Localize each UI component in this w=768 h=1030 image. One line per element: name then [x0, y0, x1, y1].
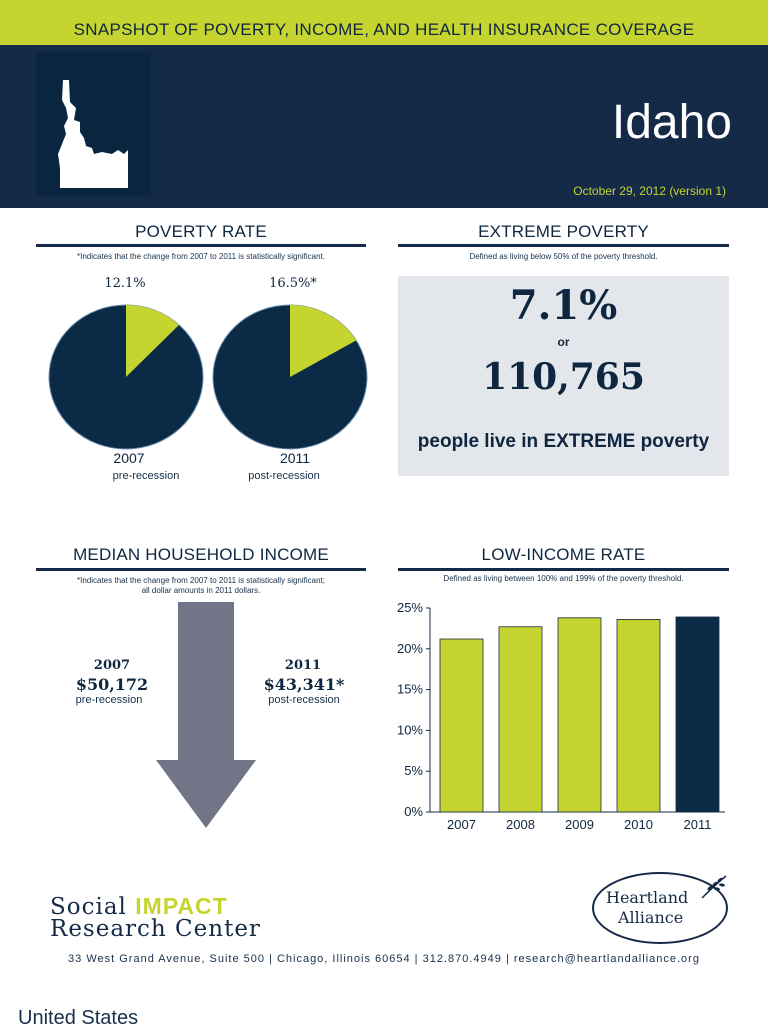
x-tick-label: 2011 [684, 817, 712, 832]
poverty-2011-year: 2011 [279, 450, 311, 466]
x-tick-label: 2009 [565, 817, 594, 832]
top-banner [0, 0, 768, 45]
partner-logo [592, 872, 728, 944]
poverty-2011-pct: 16.5%* [269, 276, 317, 291]
x-tick-label: 2010 [624, 817, 653, 832]
extreme-poverty-rule [398, 244, 729, 247]
income-2011-year: 2011 [284, 658, 322, 673]
org-name-impact: IMPACT [135, 893, 228, 919]
poverty-pie-2007 [48, 304, 204, 450]
income-2007-sub: pre-recession [75, 694, 143, 706]
low-income-chart: 0% 5% 10% 15% 20% 25% 2007 2008 2009 2010 2011 [397, 600, 725, 832]
idaho-map-icon [58, 80, 128, 188]
low-income-note: Defined as living between 100% and 199% … [443, 574, 684, 583]
median-income-note-2: all dollar amounts in 2011 dollars. [141, 586, 261, 595]
income-2011-value: $43,341* [263, 675, 345, 694]
poverty-2007-sub: pre-recession [112, 470, 180, 482]
median-income-rule [36, 568, 366, 571]
footer-country: United States [18, 1007, 139, 1029]
income-2007-year: 2007 [93, 658, 131, 673]
x-tick-label: 2008 [506, 817, 535, 832]
poverty-rate-rule [36, 244, 366, 247]
poverty-rate-title: POVERTY RATE [135, 222, 267, 241]
x-tick-label: 2007 [447, 817, 476, 832]
banner-title: SNAPSHOT OF POVERTY, INCOME, AND HEALTH … [73, 20, 695, 39]
bar-2007 [439, 638, 484, 813]
extreme-poverty-rate: 7.1% [509, 282, 618, 329]
bar-2009 [557, 617, 602, 813]
poverty-2007-pct: 12.1% [104, 276, 146, 291]
extreme-poverty-caption: people live in EXTREME poverty [417, 431, 710, 452]
extreme-poverty-note: Defined as living below 50% of the pover… [469, 252, 658, 261]
income-2007-value: $50,172 [75, 675, 149, 694]
extreme-poverty-count: 110,765 [482, 356, 645, 398]
low-income-rule [398, 568, 729, 571]
extreme-poverty-title: EXTREME POVERTY [478, 222, 649, 241]
org-name-social: Social [50, 894, 136, 920]
pie-2011-slice [290, 305, 357, 377]
contact-address: 33 West Grand Avenue, Suite 500 | Chicag… [68, 953, 700, 965]
median-income-note-1: *Indicates that the change from 2007 to … [77, 576, 325, 585]
pie-2007-slice [126, 305, 180, 377]
org-name-line1: Social IMPACT [50, 893, 228, 920]
decrease-arrow-icon [156, 602, 256, 828]
poverty-rate-note: *Indicates that the change from 2007 to … [77, 252, 325, 261]
low-income-title: LOW-INCOME RATE [481, 545, 646, 564]
extreme-poverty-box [398, 276, 729, 476]
partner-name-2: Alliance [618, 908, 684, 927]
y-tick-label: 15% [397, 682, 423, 697]
y-tick-label: 20% [397, 641, 423, 656]
poverty-pie-2011 [212, 304, 368, 450]
wheat-icon [701, 875, 727, 899]
partner-name-1: Heartland [606, 888, 689, 907]
bar-2010 [616, 619, 661, 813]
y-tick-label: 10% [397, 722, 423, 737]
bar-2011 [675, 616, 720, 813]
extreme-poverty-or: or [557, 335, 570, 349]
y-tick-label: 25% [397, 600, 423, 615]
publication-date: October 29, 2012 (version 1) [573, 184, 726, 198]
bar-2008 [498, 626, 543, 813]
poverty-2011-sub: post-recession [248, 470, 320, 482]
state-map [36, 52, 151, 196]
state-title: Idaho [611, 96, 732, 149]
median-income-title: MEDIAN HOUSEHOLD INCOME [73, 545, 329, 564]
y-tick-label: 0% [404, 804, 423, 819]
y-tick-label: 5% [404, 763, 423, 778]
income-2011-sub: post-recession [268, 694, 340, 706]
poverty-2007-year: 2007 [113, 450, 145, 466]
org-name-line2: Research Center [50, 916, 261, 942]
